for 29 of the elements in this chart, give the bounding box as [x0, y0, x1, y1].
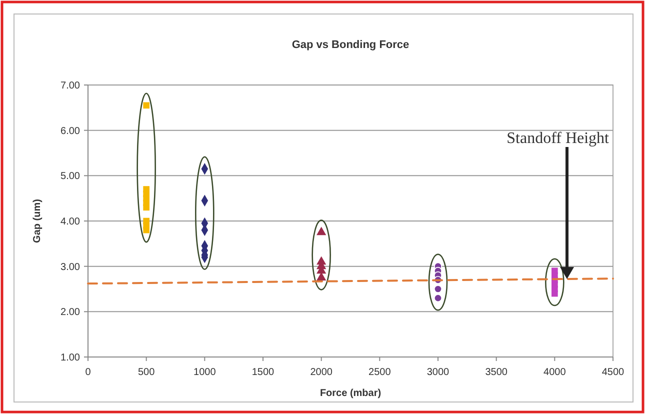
chart-title: Gap vs Bonding Force	[292, 39, 410, 51]
x-tick-label: 2500	[368, 367, 392, 378]
point	[143, 102, 150, 109]
y-tick-label: 4.00	[60, 216, 80, 228]
y-tick-label: 2.00	[60, 307, 80, 318]
point	[316, 272, 326, 280]
x-axis-title: Force (mbar)	[320, 388, 382, 399]
x-tick-label: 1000	[194, 367, 216, 378]
y-tick-label: 1.00	[60, 352, 80, 364]
x-tick-label: 1500	[252, 367, 275, 378]
point	[434, 285, 442, 293]
y-tick-label: 7.00	[60, 80, 80, 92]
point	[434, 294, 442, 302]
y-tick-label: 5.00	[60, 171, 80, 182]
point	[143, 226, 150, 234]
x-tick-label: 3000	[426, 367, 450, 378]
y-tick-label: 6.00	[60, 126, 80, 137]
y-tick-label: 3.00	[60, 262, 80, 273]
x-tick-label: 500	[138, 367, 156, 378]
point	[316, 226, 326, 236]
x-tick-label: 0	[85, 367, 92, 378]
x-tick-label: 2000	[310, 367, 333, 378]
y-axis-title: Gap (um)	[32, 199, 43, 243]
point	[552, 290, 558, 297]
x-tick-label: 4500	[602, 367, 625, 378]
x-tick-label: 3500	[485, 367, 508, 378]
point	[143, 204, 150, 211]
annotation: Standoff Height	[506, 130, 610, 147]
x-tick-label: 4000	[544, 367, 566, 378]
